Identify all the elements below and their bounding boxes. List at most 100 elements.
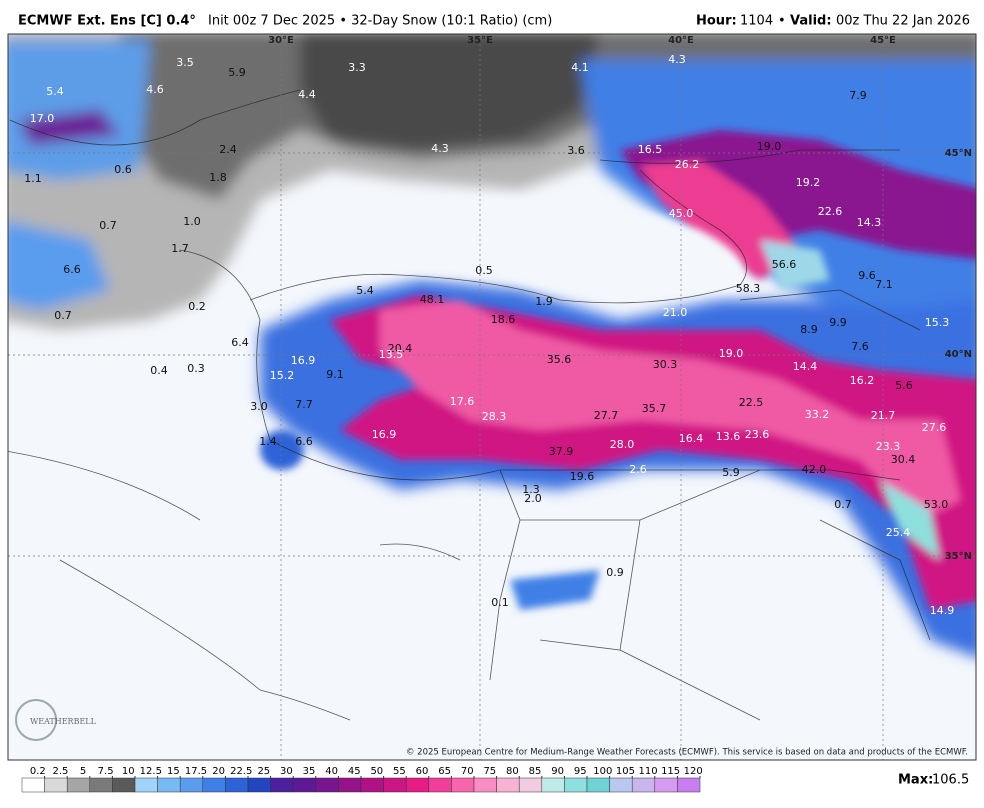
colorbar-tick-label: 100 (593, 766, 612, 777)
snow-label: 20.4 (388, 342, 413, 355)
graticule (8, 34, 976, 760)
hour-label: Hour: (696, 14, 737, 29)
borders (8, 89, 931, 721)
snow-label: 16.9 (372, 428, 397, 441)
colorbar-swatch (292, 777, 317, 793)
colorbar-swatch (518, 777, 543, 793)
snow-label: 27.7 (594, 409, 619, 422)
valid: 00z Thu 22 Jan 2026 (836, 14, 970, 29)
graticule-label: 40°E (668, 35, 694, 46)
snow-label: 14.4 (793, 360, 818, 373)
snow-label: 16.2 (850, 374, 875, 387)
colorbar-swatch (202, 777, 226, 793)
colorbar-swatch (338, 777, 362, 793)
snow-label: 1.8 (209, 171, 227, 184)
colorbar-tick-label: 115 (661, 766, 680, 777)
colorbar-swatch (89, 777, 113, 793)
snow-label: 53.0 (924, 498, 949, 511)
graticule-label: 45°E (870, 35, 896, 46)
snow-label: 23.6 (745, 428, 770, 441)
snow-label: 7.6 (851, 340, 869, 353)
snow-label: 13.6 (716, 430, 741, 443)
colorbar-swatch (473, 777, 497, 793)
colorbar-swatch (677, 777, 701, 793)
snow-label: 0.9 (606, 566, 624, 579)
colorbar-tick-label: 25 (257, 766, 270, 777)
snow-label: 5.4 (356, 284, 374, 297)
snow-label: 45.0 (669, 207, 694, 220)
copyright: © 2025 European Centre for Medium-Range … (406, 748, 968, 758)
valid-label: Valid: (790, 14, 832, 29)
snow-label: 0.4 (150, 364, 168, 377)
colorbar-tick-label: 35 (303, 766, 316, 777)
snow-label: 23.3 (876, 440, 901, 453)
colorbar-tick-label: 45 (348, 766, 361, 777)
snow-label: 15.3 (925, 316, 950, 329)
colorbar-tick-label: 50 (370, 766, 383, 777)
snow-label: 21.7 (871, 409, 896, 422)
snow-label: 2.4 (219, 143, 237, 156)
colorbar-tick-label: 95 (574, 766, 587, 777)
colorbar-tick-label: 10 (122, 766, 135, 777)
snow-label: 1.3 (522, 483, 540, 496)
snow-label: 42.0 (802, 463, 827, 476)
colorbar-tick-label: 55 (393, 766, 406, 777)
snow-label: 0.7 (99, 219, 117, 232)
colorbar-swatch (21, 777, 45, 793)
graticule-label: 30°E (268, 35, 294, 46)
colorbar-swatch (609, 777, 633, 793)
colorbar-tick-label: 70 (461, 766, 474, 777)
snow-label: 1.7 (171, 242, 189, 255)
snow-label: 0.5 (475, 264, 493, 277)
snow-label: 19.6 (570, 470, 595, 483)
snow-label: 1.9 (535, 295, 553, 308)
snow-label: 0.7 (834, 498, 852, 511)
title: ECMWF Ext. Ens [C] 0.4° (18, 14, 196, 29)
snow-label: 0.7 (54, 309, 72, 322)
colorbar-tick-label: 2.5 (52, 766, 68, 777)
snow-label: 58.3 (736, 282, 761, 295)
colorbar-tick-label: 65 (438, 766, 451, 777)
snow-label: 9.6 (858, 269, 876, 282)
snow-label: 2.0 (524, 492, 542, 505)
colorbar-swatch (66, 777, 91, 793)
snow-label: 0.1 (491, 596, 509, 609)
snow-label: 17.6 (450, 395, 475, 408)
logo: WEATHERBELL (30, 717, 97, 726)
colorbar-swatch (360, 777, 384, 793)
colorbar-tick-label: 110 (638, 766, 657, 777)
snow-label: 0.6 (114, 163, 132, 176)
snow-label: 48.1 (420, 293, 445, 306)
snow-label: 2.6 (629, 463, 647, 476)
colorbar-tick-label: 17.5 (185, 766, 207, 777)
snow-label: 6.4 (231, 336, 249, 349)
snow-label: 14.9 (930, 604, 955, 617)
snow-label: 28.3 (482, 410, 507, 423)
snow-label: 7.7 (295, 398, 313, 411)
colorbar-swatch (247, 777, 271, 793)
snow-label: 7.9 (849, 89, 867, 102)
snow-label: 37.9 (549, 445, 574, 458)
max-value: 106.5 (932, 773, 969, 788)
snow-label: 33.2 (805, 408, 830, 421)
snow-label: 15.2 (270, 369, 295, 382)
snow-label: 7.1 (875, 278, 893, 291)
snow-label: 3.5 (176, 56, 194, 69)
colorbar-swatch (112, 777, 136, 793)
snow-label: 35.7 (642, 402, 667, 415)
colorbar-tick-label: 12.5 (140, 766, 162, 777)
snow-label: 22.5 (739, 396, 764, 409)
snow-label: 19.0 (719, 347, 744, 360)
colorbar-tick-label: 75 (483, 766, 496, 777)
colorbar-tick-label: 85 (529, 766, 542, 777)
graticule-labels: 30°E 35°E 40°E 45°E 45°N 40°N 35°N (268, 35, 972, 562)
colorbar-swatch (586, 777, 610, 793)
colorbar-tick-label: 120 (684, 766, 703, 777)
snow-label: 30.4 (891, 453, 916, 466)
snow-label: 18.6 (491, 313, 516, 326)
colorbar-swatch (631, 777, 656, 793)
map-frame (7, 33, 977, 761)
graticule-label: 40°N (945, 349, 972, 360)
separator: • (778, 14, 786, 29)
snow-label: 16.9 (291, 354, 316, 367)
